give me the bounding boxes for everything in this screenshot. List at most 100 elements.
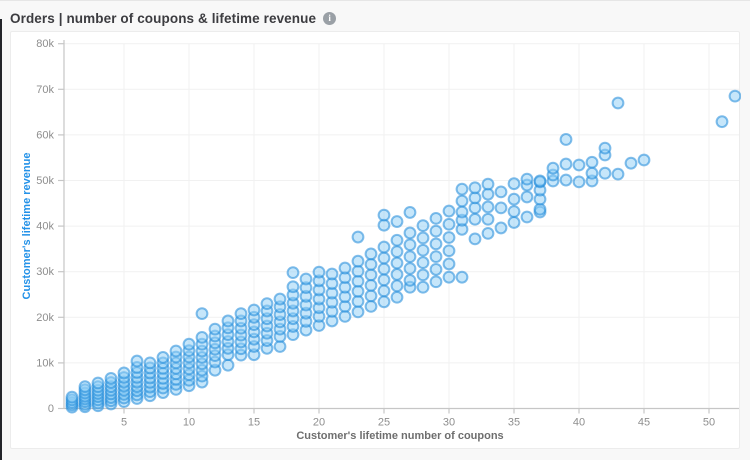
data-point[interactable] [637, 153, 651, 167]
data-point[interactable] [429, 250, 443, 264]
data-point[interactable] [377, 295, 391, 309]
data-point[interactable] [429, 275, 443, 289]
data-point[interactable] [364, 258, 378, 271]
data-point[interactable] [195, 330, 209, 344]
data-point[interactable] [442, 257, 456, 271]
data-point[interactable] [507, 205, 521, 218]
data-point[interactable] [364, 278, 378, 292]
data-point[interactable] [429, 237, 443, 251]
data-point[interactable] [559, 133, 573, 146]
data-point[interactable] [104, 372, 118, 385]
data-point[interactable] [403, 226, 417, 240]
data-point[interactable] [325, 267, 339, 281]
data-point[interactable] [481, 200, 495, 214]
data-point[interactable] [572, 175, 586, 189]
data-point[interactable] [403, 250, 417, 264]
data-point[interactable] [416, 243, 430, 257]
data-point[interactable] [416, 231, 430, 245]
data-point[interactable] [351, 305, 365, 319]
data-point[interactable] [403, 273, 417, 287]
data-point[interactable] [156, 351, 170, 364]
data-point[interactable] [468, 232, 482, 246]
data-point[interactable] [507, 216, 521, 229]
data-point[interactable] [429, 263, 443, 276]
data-point[interactable] [260, 297, 274, 311]
data-point[interactable] [442, 217, 456, 231]
data-point[interactable] [455, 270, 469, 284]
data-point[interactable] [182, 337, 196, 351]
data-point[interactable] [377, 208, 391, 222]
data-point[interactable] [442, 270, 456, 284]
data-point[interactable] [195, 307, 209, 321]
data-point[interactable] [286, 280, 300, 294]
data-point[interactable] [442, 204, 456, 218]
data-point[interactable] [494, 185, 508, 199]
data-point[interactable] [299, 272, 313, 286]
data-point[interactable] [221, 358, 235, 372]
data-point[interactable] [364, 268, 378, 282]
data-point[interactable] [91, 376, 105, 390]
data-point[interactable] [494, 221, 508, 235]
data-point[interactable] [520, 210, 534, 224]
data-point[interactable] [598, 141, 612, 155]
data-point[interactable] [559, 157, 573, 171]
data-point[interactable] [364, 299, 378, 313]
data-point[interactable] [377, 262, 391, 276]
data-point[interactable] [455, 194, 469, 208]
data-point[interactable] [390, 245, 404, 259]
data-point[interactable] [78, 380, 92, 394]
data-point[interactable] [416, 280, 430, 294]
data-point[interactable] [234, 307, 248, 321]
data-point[interactable] [377, 284, 391, 298]
data-point[interactable] [585, 155, 599, 169]
data-point[interactable] [715, 115, 729, 129]
data-point[interactable] [130, 354, 144, 368]
data-point[interactable] [390, 268, 404, 281]
data-point[interactable] [221, 314, 235, 328]
data-point[interactable] [286, 266, 300, 280]
data-point[interactable] [338, 261, 352, 275]
data-point[interactable] [585, 166, 599, 180]
data-point[interactable] [598, 166, 612, 180]
data-point[interactable] [208, 322, 222, 336]
data-point[interactable] [468, 212, 482, 226]
data-point[interactable] [624, 156, 638, 170]
data-point[interactable] [520, 172, 534, 186]
data-point[interactable] [481, 177, 495, 191]
data-point[interactable] [273, 292, 287, 306]
data-point[interactable] [481, 226, 495, 240]
data-point[interactable] [416, 256, 430, 269]
data-point[interactable] [559, 173, 573, 187]
data-point[interactable] [364, 289, 378, 303]
data-point[interactable] [312, 265, 326, 279]
data-point[interactable] [468, 181, 482, 195]
data-point[interactable] [377, 240, 391, 254]
data-point[interactable] [416, 268, 430, 282]
data-point[interactable] [390, 290, 404, 304]
data-point[interactable] [455, 205, 469, 219]
data-point[interactable] [390, 256, 404, 270]
data-point[interactable] [390, 233, 404, 247]
data-point[interactable] [351, 254, 365, 268]
data-point[interactable] [429, 211, 443, 225]
data-point[interactable] [728, 89, 741, 103]
data-point[interactable] [481, 212, 495, 226]
data-point[interactable] [611, 167, 625, 181]
data-point[interactable] [377, 273, 391, 287]
data-point[interactable] [351, 230, 365, 244]
data-point[interactable] [611, 96, 625, 110]
data-point[interactable] [546, 161, 560, 175]
data-point[interactable] [169, 344, 183, 358]
data-point[interactable] [455, 182, 469, 196]
data-point[interactable] [442, 244, 456, 258]
data-point[interactable] [390, 279, 404, 293]
data-point[interactable] [403, 262, 417, 275]
data-point[interactable] [429, 224, 443, 238]
data-point[interactable] [117, 366, 131, 380]
data-point[interactable] [572, 158, 586, 172]
data-point[interactable] [65, 390, 79, 404]
data-point[interactable] [403, 238, 417, 252]
data-point[interactable] [247, 303, 261, 317]
info-icon[interactable]: i [323, 11, 337, 25]
data-point[interactable] [507, 177, 521, 191]
